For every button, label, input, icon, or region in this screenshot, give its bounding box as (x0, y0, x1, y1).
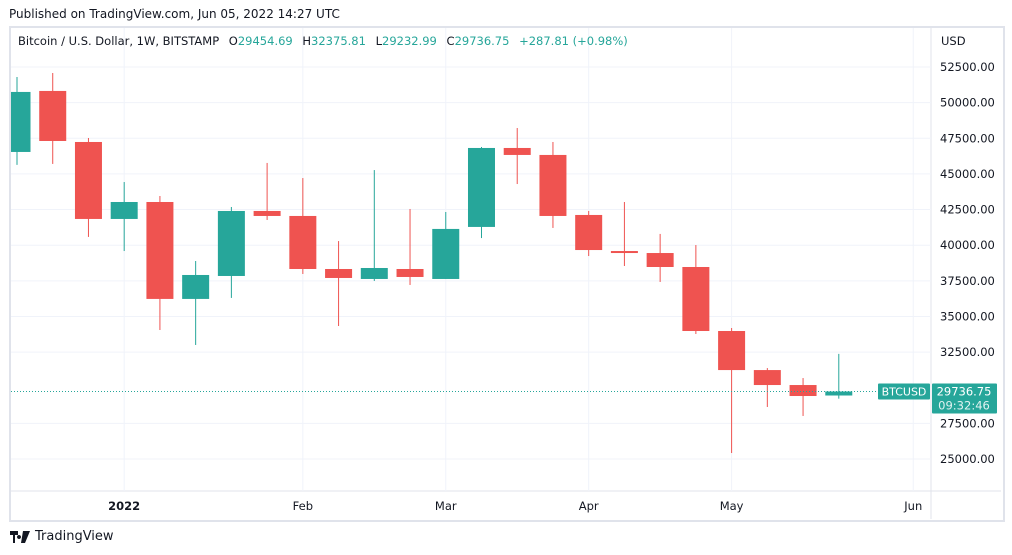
time-tick-label: 2022 (108, 499, 140, 513)
chart-frame (9, 26, 1005, 522)
candle (718, 328, 746, 454)
currency-label: USD (941, 34, 966, 48)
price-tick-label: 40000.00 (940, 238, 995, 252)
candle (503, 128, 531, 185)
price-tick-label: 37500.00 (940, 274, 995, 288)
candle-body (74, 141, 102, 219)
low-value: 29232.99 (382, 34, 437, 48)
candle (575, 210, 603, 257)
footer-brand[interactable]: TradingView (10, 529, 114, 544)
candle-body (539, 154, 567, 216)
price-tick-label: 50000.00 (940, 96, 995, 110)
candle-body (610, 251, 638, 254)
price-tick-label: 27500.00 (940, 416, 995, 430)
candle-body (182, 274, 210, 299)
open-value: 29454.69 (237, 34, 293, 48)
time-tick-label: Jun (903, 499, 922, 513)
candle (182, 261, 210, 345)
tradingview-logo-icon (10, 530, 30, 543)
candle (360, 170, 388, 281)
candle (753, 368, 781, 407)
price-tick-label: 42500.00 (940, 203, 995, 217)
candle (74, 137, 102, 237)
price-tick-label: 35000.00 (940, 309, 995, 323)
candle (610, 201, 638, 266)
footer-brand-text: TradingView (35, 529, 114, 544)
candle-body (289, 215, 317, 269)
change-value: +287.81 (+0.98%) (519, 34, 628, 48)
last-price-label: 29736.75 (937, 384, 992, 398)
symbol-title: Bitcoin / U.S. Dollar, 1W, BITSTAMP (18, 34, 220, 48)
candle-body (503, 147, 531, 155)
candle (682, 245, 710, 334)
candle (217, 206, 245, 298)
candle (11, 76, 31, 165)
candle-body (110, 201, 138, 219)
candle (789, 378, 817, 416)
candle (467, 146, 495, 239)
candle-body (253, 210, 281, 216)
price-axis-labels: 25000.00 27500.00 32500.00 35000.00 37500.00… (940, 60, 995, 466)
candle (253, 162, 281, 220)
bar-countdown-label: 09:32:46 (938, 398, 990, 412)
candle-body (753, 370, 781, 386)
candle-body (467, 147, 495, 227)
high-value: 32375.81 (311, 34, 366, 48)
ticker-badge (878, 383, 930, 400)
close-value: 29736.75 (454, 34, 510, 48)
candle-body (432, 228, 460, 279)
candle-body (396, 268, 424, 277)
candle (539, 141, 567, 228)
last-price-badge (932, 383, 997, 414)
candle (110, 182, 138, 252)
candle (39, 72, 67, 164)
candle (396, 208, 424, 285)
candle-body (825, 391, 853, 396)
candle-body (146, 201, 174, 299)
candle (146, 196, 174, 331)
price-tick-label: 32500.00 (940, 345, 995, 359)
candle-body (682, 266, 710, 332)
time-axis-labels: 2022 Feb Mar Apr May Jun (108, 499, 922, 513)
published-caption: Published on TradingView.com, Jun 05, 20… (9, 7, 340, 21)
candle-body (11, 91, 31, 152)
candle-body (646, 253, 674, 267)
candle-body (325, 268, 353, 278)
candle-body (360, 267, 388, 279)
price-tick-label: 52500.00 (940, 60, 995, 74)
price-tick-label: 45000.00 (940, 167, 995, 181)
time-tick-label: Apr (579, 499, 599, 513)
candle-body (217, 210, 245, 276)
candle-body (39, 90, 67, 141)
candles (11, 72, 853, 454)
candle (325, 241, 353, 327)
candle-body (789, 385, 817, 397)
candle-body (575, 214, 603, 251)
time-tick-label: Mar (435, 499, 457, 513)
symbol-legend: Bitcoin / U.S. Dollar, 1W, BITSTAMP O294… (18, 34, 628, 48)
time-tick-label: Feb (293, 499, 313, 513)
candle (432, 211, 460, 279)
time-tick-label: May (720, 499, 744, 513)
candle (289, 178, 317, 274)
ticker-badge-label: BTCUSD (882, 385, 927, 398)
price-tick-label: 47500.00 (940, 131, 995, 145)
candle-body (718, 331, 746, 371)
price-tick-label: 25000.00 (940, 452, 995, 466)
candle (825, 353, 853, 399)
candle (646, 233, 674, 282)
